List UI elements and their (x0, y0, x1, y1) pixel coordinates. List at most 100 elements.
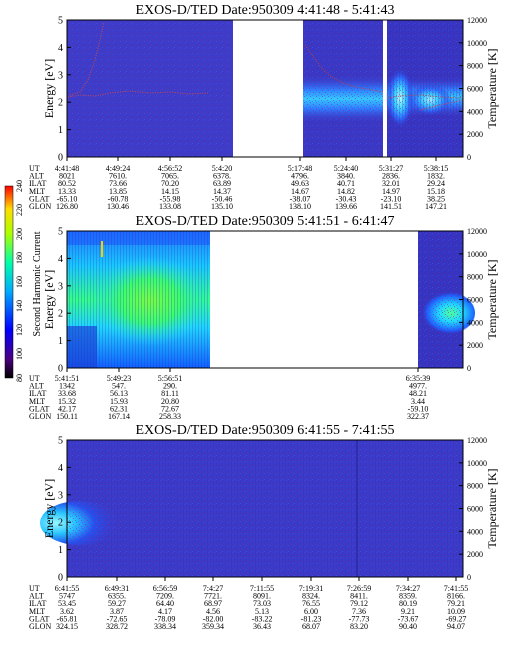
orbit-cell: 73.66 (109, 179, 127, 188)
y-axis-label: Energy [eV] (42, 59, 56, 118)
orbit-cell: 167.14 (108, 412, 130, 421)
spike (101, 241, 103, 257)
orbit-row-label: ILAT (29, 179, 46, 188)
orbit-cell: 3840. (337, 172, 355, 181)
orbit-cell: 79.21 (447, 599, 465, 608)
orbit-row-label: GLAT (29, 614, 50, 623)
temperature-trace (67, 90, 209, 98)
orbit-cell: 7:4:27 (203, 584, 223, 593)
orbit-cell: 4.17 (158, 607, 172, 616)
y2-tick-label: 0 (467, 364, 471, 373)
y2-tick-label: 2000 (467, 130, 483, 139)
orbit-cell: 9.21 (401, 607, 415, 616)
colorbar-label: Second Harmonic Current (32, 231, 43, 336)
panel-3-spectrogram (40, 21, 463, 577)
y-tick-label: 5 (58, 227, 63, 238)
y2-tick-label: 6000 (467, 85, 483, 94)
orbit-row-label: MLT (29, 607, 45, 616)
orbit-cell: 130.46 (107, 202, 129, 211)
y2-tick-label: 8000 (467, 482, 483, 491)
orbit-cell: -72.65 (107, 614, 128, 623)
orbit-cell: 36.43 (253, 622, 271, 631)
orbit-cell: 70.20 (161, 179, 179, 188)
orbit-cell: 6:41:55 (55, 584, 79, 593)
orbit-cell: 8411. (350, 592, 368, 601)
orbit-cell: -73.67 (398, 614, 419, 623)
orbit-cell: 5:49:23 (107, 374, 131, 383)
panel-1-y-axis: 0 1 2 3 4 5 Energy [eV] (42, 16, 71, 164)
orbit-cell: 4796. (291, 172, 309, 181)
orbit-cell: 49.63 (291, 179, 309, 188)
orbit-cell: 73.03 (253, 599, 271, 608)
colorbar-scale (4, 185, 14, 379)
orbit-cell: 14.67 (291, 187, 309, 196)
orbit-row-label: GLAT (29, 194, 50, 203)
orbit-cell: 13.33 (58, 187, 76, 196)
orbit-cell: 141.51 (380, 202, 402, 211)
orbit-cell: -38.07 (290, 194, 311, 203)
orbit-cell: 6378. (213, 172, 231, 181)
orbit-cell: 328.72 (106, 622, 128, 631)
orbit-cell: 38.25 (427, 194, 445, 203)
colorbar-tick-label: 240 (15, 180, 24, 192)
orbit-row-label: ILAT (29, 599, 46, 608)
orbit-cell: 5.13 (255, 607, 269, 616)
y-tick-label: 4 (58, 254, 63, 265)
orbit-cell: 5:31:27 (379, 164, 403, 173)
orbit-cell: 7:34:27 (396, 584, 420, 593)
y2-axis-label: Temperature [K] (485, 468, 499, 548)
orbit-cell: 147.21 (425, 202, 447, 211)
orbit-cell: 1832. (427, 172, 445, 181)
orbit-cell: 59.27 (108, 599, 126, 608)
panel-1: EXOS-D/TED Date:950309 4:41:48 - 5:41:43… (29, 3, 499, 211)
orbit-cell: 94.07 (447, 622, 465, 631)
y2-tick-label: 6000 (467, 505, 483, 514)
y2-tick-label: 8000 (467, 273, 483, 282)
orbit-cell: 6:49:31 (105, 584, 129, 593)
orbit-cell: 7:26:59 (347, 584, 371, 593)
y2-tick-label: 10000 (467, 459, 487, 468)
y2-tick-label: 10000 (467, 39, 487, 48)
orbit-row-label: ALT (29, 592, 44, 601)
y-tick-label: 2 (58, 98, 63, 109)
orbit-row-label: MLT (29, 187, 45, 196)
orbit-cell: 79.12 (350, 599, 368, 608)
orbit-row-label: ALT (29, 382, 44, 391)
orbit-cell: 42.17 (58, 404, 76, 413)
orbit-cell: 7:41:55 (444, 584, 468, 593)
orbit-cell: 15.93 (110, 397, 128, 406)
colorbar-tick-label: 160 (15, 276, 24, 288)
orbit-cell: 4977. (409, 382, 427, 391)
orbit-cell: 8359. (399, 592, 417, 601)
orbit-cell: 81.11 (161, 389, 179, 398)
orbit-cell: 68.07 (302, 622, 320, 631)
orbit-cell: 5:24:40 (334, 164, 358, 173)
panel-2-spectrogram (67, 90, 475, 368)
orbit-cell: 322.37 (407, 412, 429, 421)
panel-1-title: EXOS-D/TED Date:950309 4:41:48 - 5:41:43 (136, 3, 395, 18)
y2-tick-label: 10000 (467, 250, 487, 259)
colorbar: 80 100 120 140 160 180 200 220 240 Second Harmoni… (4, 180, 43, 382)
orbit-cell: 4.56 (206, 607, 220, 616)
orbit-cell: 7:11:55 (250, 584, 274, 593)
data-noise (418, 231, 463, 368)
orbit-cell: 258.33 (159, 412, 181, 421)
y-axis-label: Energy [eV] (42, 479, 56, 538)
orbit-cell: 80.52 (58, 179, 76, 188)
temperature-trace (387, 94, 464, 99)
orbit-cell: 90.40 (399, 622, 417, 631)
panel-1-spectrogram (67, 20, 464, 157)
y2-tick-label: 0 (467, 153, 471, 162)
orbit-cell: 8091. (253, 592, 271, 601)
y2-axis-label: Temperature [K] (485, 48, 499, 128)
orbit-cell: -23.10 (381, 194, 402, 203)
panel-3-y-axis: 0 1 2 3 4 5 Energy [eV] (42, 436, 71, 584)
panel-1-y2-axis: 0 2000 4000 6000 8000 10000 12000 Temperature [… (459, 16, 499, 162)
temperature-trace (419, 99, 464, 111)
orbit-cell: 40.71 (337, 179, 355, 188)
colorbar-tick-label: 140 (15, 300, 24, 312)
data-stripes (67, 231, 210, 368)
orbit-cell: 290. (163, 382, 177, 391)
orbit-cell: 6355. (108, 592, 126, 601)
